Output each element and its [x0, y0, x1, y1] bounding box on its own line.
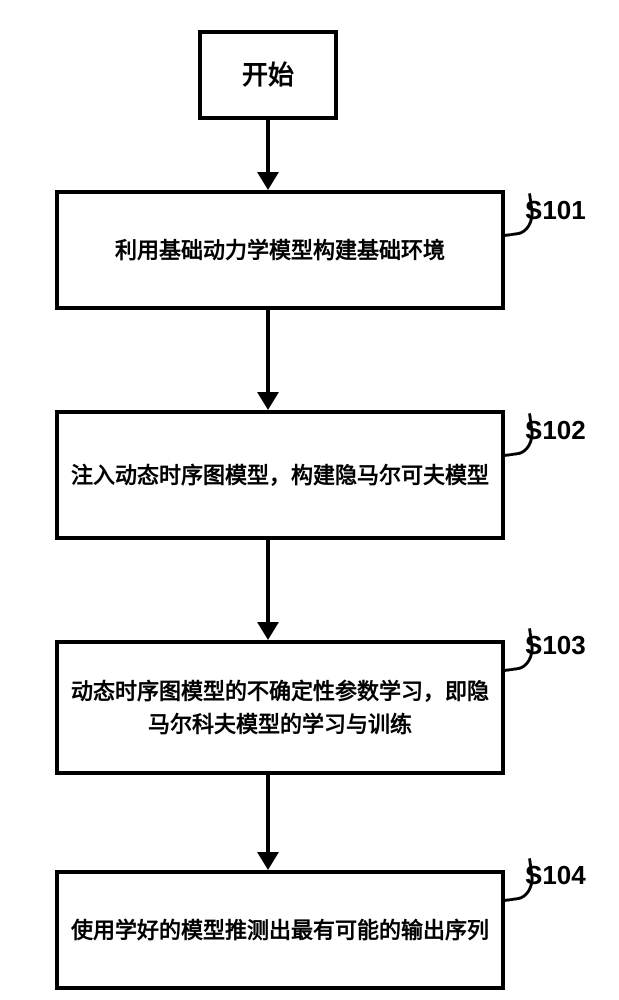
arrow-head-2 [257, 392, 279, 410]
tag-s104: S104 [525, 860, 586, 891]
step-s104-node: 使用学好的模型推测出最有可能的输出序列 [55, 870, 505, 990]
step-s101-label: 利用基础动力学模型构建基础环境 [115, 234, 445, 267]
flowchart-container: 开始 利用基础动力学模型构建基础环境 S101 注入动态时序图模型，构建隐马尔可… [0, 0, 619, 1000]
step-s102-node: 注入动态时序图模型，构建隐马尔可夫模型 [55, 410, 505, 540]
arrow-line-4 [266, 775, 270, 852]
step-s102-label: 注入动态时序图模型，构建隐马尔可夫模型 [71, 459, 489, 492]
arrow-head-1 [257, 172, 279, 190]
tag-s103: S103 [525, 630, 586, 661]
step-s103-node: 动态时序图模型的不确定性参数学习，即隐马尔科夫模型的学习与训练 [55, 640, 505, 775]
arrow-line-2 [266, 310, 270, 392]
arrow-head-3 [257, 622, 279, 640]
step-s101-node: 利用基础动力学模型构建基础环境 [55, 190, 505, 310]
arrow-line-3 [266, 540, 270, 622]
start-node: 开始 [198, 30, 338, 120]
arrow-line-1 [266, 120, 270, 172]
step-s104-label: 使用学好的模型推测出最有可能的输出序列 [71, 914, 489, 947]
tag-s102: S102 [525, 415, 586, 446]
tag-s101: S101 [525, 195, 586, 226]
arrow-head-4 [257, 852, 279, 870]
start-label: 开始 [242, 56, 294, 95]
step-s103-label: 动态时序图模型的不确定性参数学习，即隐马尔科夫模型的学习与训练 [71, 675, 489, 741]
